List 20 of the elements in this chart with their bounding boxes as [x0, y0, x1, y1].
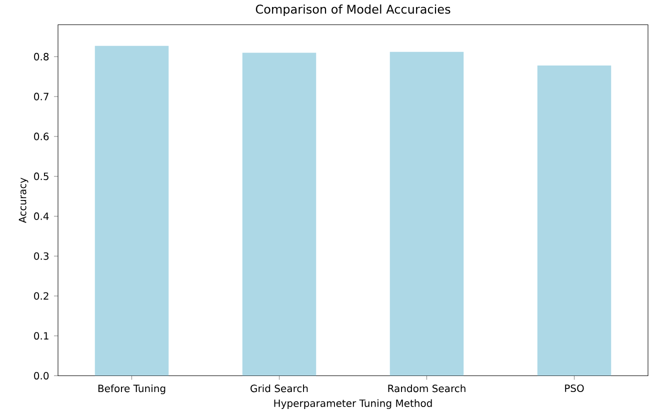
- x-axis-title: Hyperparameter Tuning Method: [274, 399, 432, 410]
- bar: [94, 46, 169, 376]
- y-tick-label: 0.0: [34, 372, 49, 380]
- y-axis-title: Accuracy: [18, 178, 28, 224]
- x-tick-label: Random Search: [388, 384, 466, 392]
- y-tick-label: 0.5: [34, 172, 48, 180]
- x-tick-label: Before Tuning: [98, 384, 166, 394]
- y-tick-label: 0.7: [34, 92, 48, 100]
- y-tick-label: 0.6: [34, 132, 49, 140]
- y-tick-label: 0.1: [34, 332, 48, 340]
- bar: [242, 52, 316, 376]
- y-tick-label: 0.2: [34, 292, 48, 300]
- chart-title: Comparison of Model Accuracies: [256, 4, 450, 16]
- y-tick-label: 0.3: [34, 252, 48, 260]
- x-tick-label: PSO: [565, 384, 584, 392]
- bar: [390, 52, 464, 376]
- y-tick-label: 0.8: [34, 53, 49, 61]
- y-tick-label: 0.4: [34, 212, 49, 220]
- x-tick-label: Grid Search: [250, 384, 308, 392]
- bar: [537, 66, 612, 376]
